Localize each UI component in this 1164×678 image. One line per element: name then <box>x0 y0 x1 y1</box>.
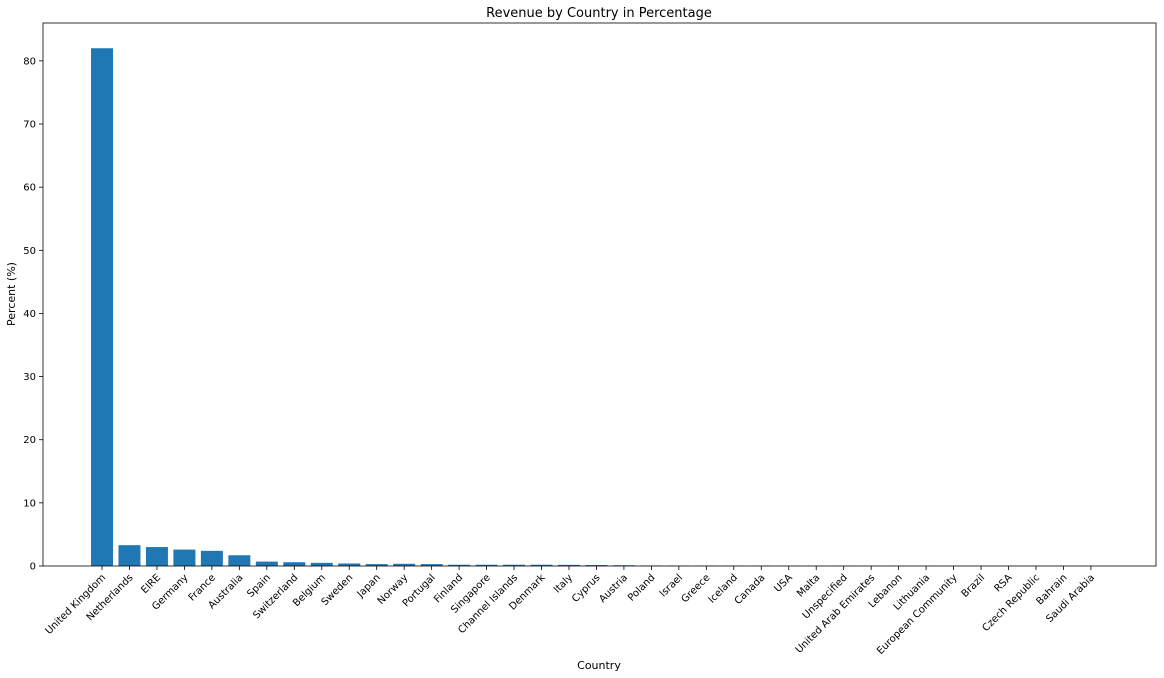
y-tick-label: 0 <box>30 562 36 573</box>
bar-cyprus <box>585 565 608 566</box>
y-tick-label: 10 <box>23 498 36 509</box>
bars-group <box>91 48 1075 567</box>
x-tick-label: Canada <box>733 572 768 607</box>
bar-norway <box>393 563 416 566</box>
x-tick-label: Italy <box>552 572 575 595</box>
x-tick-label: Saudi Arabia <box>1044 572 1097 625</box>
bar-france <box>200 550 223 566</box>
bar-italy <box>558 564 580 566</box>
x-tick-label: USA <box>772 572 795 595</box>
bar-germany <box>173 549 196 566</box>
x-tick-label: RSA <box>992 572 1014 594</box>
y-tick-label: 80 <box>23 56 36 67</box>
chart-title: Revenue by Country in Percentage <box>486 6 712 21</box>
bar-japan <box>365 564 388 566</box>
y-tick-label: 30 <box>23 372 36 383</box>
y-tick-label: 60 <box>23 183 36 194</box>
bar-singapore <box>475 564 498 566</box>
x-tick-label: Greece <box>680 572 713 605</box>
bar-australia <box>228 555 251 566</box>
bar-denmark <box>530 564 553 566</box>
bar-channel-islands <box>503 564 526 566</box>
x-tick-label: Poland <box>626 572 657 603</box>
bar-portugal <box>420 564 443 566</box>
x-axis-label: Country <box>577 659 621 672</box>
y-tick-label: 50 <box>23 246 36 257</box>
y-tick-label: 40 <box>23 309 36 320</box>
bar-sweden <box>338 563 361 566</box>
y-tick-label: 70 <box>23 120 36 131</box>
y-axis: 0 10 20 30 40 50 60 70 80 <box>23 56 43 573</box>
y-axis-label: Percent (%) <box>5 262 18 326</box>
bar-belgium <box>310 562 333 566</box>
bar-spain <box>255 561 278 566</box>
x-tick-label: Cyprus <box>570 572 602 604</box>
bar-finland <box>448 564 471 566</box>
plot-frame <box>42 22 1157 567</box>
bar-eire <box>145 547 168 566</box>
x-tick-label: Austria <box>597 572 630 605</box>
y-tick-label: 20 <box>23 435 36 446</box>
bar-switzerland <box>283 562 306 566</box>
bar-netherlands <box>118 545 141 566</box>
bar-united-kingdom <box>91 48 113 567</box>
x-tick-label: Brazil <box>960 572 988 600</box>
x-tick-label: EIRE <box>139 572 163 596</box>
